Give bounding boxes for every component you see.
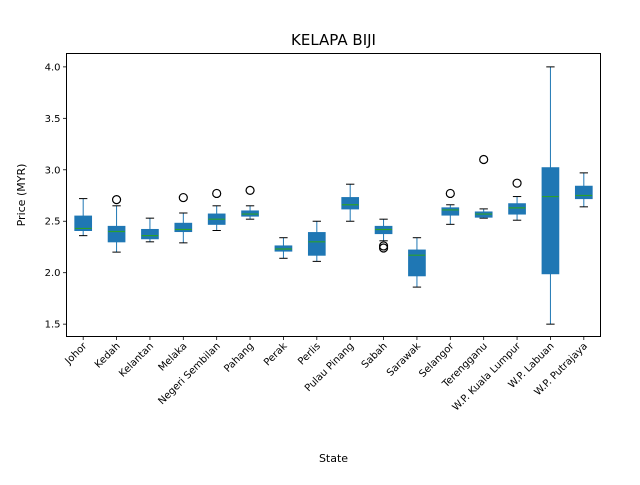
x-axis-label: State xyxy=(319,452,348,465)
box-outlier-point xyxy=(212,188,222,199)
box-iqr xyxy=(441,207,460,216)
y-tick-label: 2.0 xyxy=(45,268,61,279)
box-iqr xyxy=(141,228,159,240)
box-iqr xyxy=(174,222,193,233)
box-outlier-point xyxy=(178,192,188,203)
box-iqr xyxy=(508,203,526,215)
y-tick-label: 3.5 xyxy=(45,114,61,125)
plot-frame xyxy=(66,53,601,337)
box-outlier-point xyxy=(245,185,255,195)
y-tick-label: 3.0 xyxy=(45,165,61,176)
box-iqr xyxy=(74,215,93,232)
y-tick-label: 4.0 xyxy=(45,62,61,73)
box-outlier-point xyxy=(111,195,122,205)
box-outlier-point xyxy=(378,241,389,251)
box-outlier-point xyxy=(512,178,522,188)
box-iqr xyxy=(541,167,560,275)
box-outlier-point xyxy=(445,188,455,199)
box-iqr xyxy=(574,185,593,200)
y-tick-label: 1.5 xyxy=(45,320,61,331)
box-iqr xyxy=(408,249,426,277)
chart-title: KELAPA BIJI xyxy=(291,31,376,49)
y-tick-label: 2.5 xyxy=(45,217,61,228)
box-iqr xyxy=(307,232,326,256)
box-outlier-point xyxy=(479,154,489,165)
box-iqr xyxy=(107,225,126,243)
box-iqr xyxy=(341,197,360,210)
y-axis-label: Price (MYR) xyxy=(15,164,28,227)
